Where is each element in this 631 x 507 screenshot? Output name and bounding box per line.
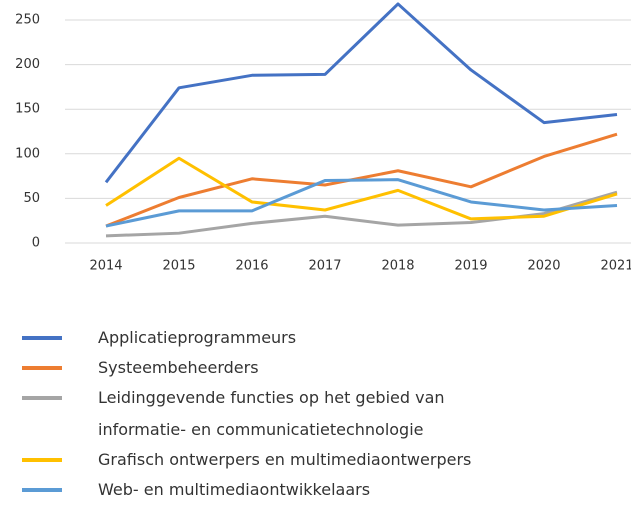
legend-swatch xyxy=(22,488,62,492)
y-tick-label: 200 xyxy=(15,57,40,72)
y-tick-label: 50 xyxy=(23,191,40,206)
legend-swatch xyxy=(22,458,62,462)
series-line xyxy=(104,2,618,184)
legend-item: Leidinggevende functies op het gebied va… xyxy=(0,382,528,446)
legend-item: Web- en multimediaontwikkelaars xyxy=(0,474,528,506)
legend-label: Web- en multimediaontwikkelaars xyxy=(98,480,371,499)
legend-label: Systeembeheerders xyxy=(98,358,259,377)
legend-item: Applicatieprogrammeurs xyxy=(0,322,528,354)
x-tick-label: 2020 xyxy=(527,259,560,274)
chart: 0 50 100 150 200 250 2014 2015 2016 2017 2018 2019 2… xyxy=(15,2,631,274)
x-tick-label: 2018 xyxy=(381,259,414,274)
y-tick-label: 250 xyxy=(15,13,40,28)
x-tick-label: 2017 xyxy=(308,259,341,274)
series-line xyxy=(105,132,618,228)
legend-swatch xyxy=(22,366,62,370)
series-line xyxy=(105,156,618,221)
legend-swatch xyxy=(22,336,62,340)
y-tick-label: 150 xyxy=(15,102,40,117)
legend-item: Grafisch ontwerpers en multimediaontwerp… xyxy=(0,444,528,476)
series-line xyxy=(105,190,618,238)
legend: Applicatieprogrammeurs Systeembeheerders L… xyxy=(0,322,631,504)
x-tick-label: 2015 xyxy=(162,259,195,274)
x-tick-label: 2014 xyxy=(89,259,122,274)
legend-label: Applicatieprogrammeurs xyxy=(98,328,297,347)
x-tick-label: 2021 xyxy=(600,259,631,274)
legend-item: Systeembeheerders xyxy=(0,352,528,384)
x-tick-label: 2016 xyxy=(235,259,268,274)
legend-label: Leidinggevende functies op het gebied va… xyxy=(98,388,445,439)
series-line xyxy=(105,178,618,228)
x-tick-label: 2019 xyxy=(454,259,487,274)
legend-label: Grafisch ontwerpers en multimediaontwerp… xyxy=(98,450,472,469)
legend-swatch xyxy=(22,396,62,400)
y-tick-label: 100 xyxy=(15,146,40,161)
y-tick-label: 0 xyxy=(32,236,40,251)
